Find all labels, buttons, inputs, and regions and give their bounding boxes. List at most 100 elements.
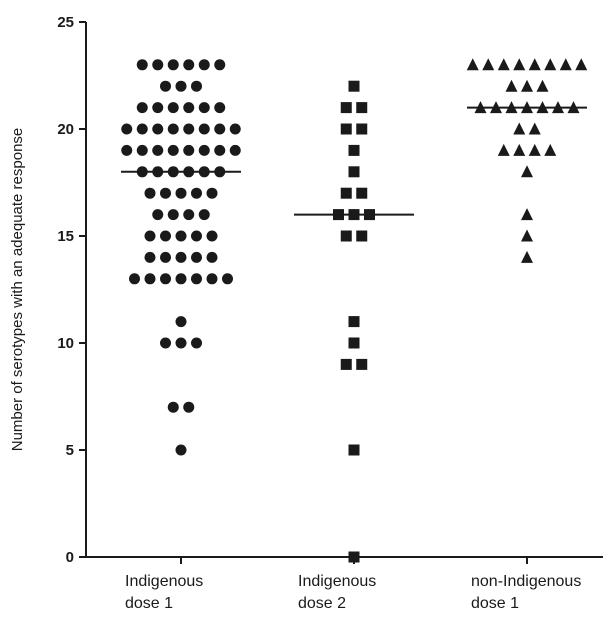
data-point-circle: [191, 80, 202, 92]
data-point-square: [348, 166, 360, 178]
data-point-square: [348, 316, 360, 328]
data-point-triangle: [521, 208, 533, 221]
x-category-label-line: dose 1: [471, 595, 519, 612]
data-point-circle: [160, 337, 171, 349]
data-point-square: [356, 230, 368, 242]
data-point-circle: [198, 144, 210, 156]
data-point-square: [356, 102, 368, 114]
data-point-circle: [160, 80, 171, 92]
x-category-label-line: dose 2: [298, 595, 346, 612]
data-point-circle: [144, 230, 156, 242]
data-point-circle: [191, 187, 202, 199]
data-point-square: [356, 358, 368, 370]
data-point-square: [348, 337, 360, 349]
data-point-circle: [152, 123, 164, 135]
data-point-triangle: [559, 58, 572, 71]
data-point-circle: [198, 123, 210, 135]
data-point-square: [340, 123, 352, 135]
y-tick-label: 5: [66, 442, 74, 459]
data-point-circle: [175, 316, 187, 328]
data-point-circle: [144, 187, 156, 199]
data-point-triangle: [544, 143, 557, 156]
data-point-triangle: [513, 58, 526, 71]
data-point-circle: [183, 209, 195, 221]
data-point-circle: [214, 59, 226, 71]
data-point-triangle: [497, 143, 510, 156]
data-point-square: [340, 102, 352, 114]
data-point-circle: [183, 102, 195, 114]
data-point-circle: [229, 123, 241, 135]
data-point-circle: [214, 102, 226, 114]
x-category-label: non-Indigenous dose 1: [471, 573, 581, 612]
data-point-circle: [191, 273, 202, 285]
data-point-circle: [136, 102, 148, 114]
data-point-square: [348, 80, 360, 92]
data-point-square: [348, 551, 360, 563]
data-point-circle: [222, 273, 233, 285]
data-point-circle: [121, 123, 133, 135]
data-point-square: [340, 230, 352, 242]
data-point-circle: [167, 209, 179, 221]
x-category-label-line: Indigenous: [298, 573, 376, 590]
data-point-triangle: [482, 58, 495, 71]
data-point-circle: [175, 80, 187, 92]
data-point-circle: [175, 187, 187, 199]
data-point-circle: [175, 230, 187, 242]
data-point-circle: [191, 251, 202, 263]
data-point-triangle: [497, 58, 510, 71]
x-category-label: Indigenous dose 1: [125, 573, 203, 612]
data-point-triangle: [528, 122, 541, 135]
data-point-triangle: [521, 79, 533, 92]
data-point-square: [340, 358, 352, 370]
y-ticks: 0 5 10 15 20 25: [57, 14, 86, 566]
data-point-circle: [167, 102, 179, 114]
data-point-circle: [144, 273, 156, 285]
data-point-circle: [206, 251, 218, 263]
data-point-triangle: [513, 122, 526, 135]
data-point-circle: [167, 59, 179, 71]
data-point-triangle: [528, 143, 541, 156]
data-point-triangle: [513, 143, 526, 156]
data-point-circle: [229, 144, 241, 156]
x-category-label: Indigenous dose 2: [298, 573, 376, 612]
data-point-circle: [214, 144, 226, 156]
data-point-triangle: [505, 79, 518, 92]
y-axis: 0 5 10 15 20 25: [57, 14, 87, 566]
y-tick-label: 25: [57, 14, 74, 31]
data-points: [121, 58, 588, 563]
data-point-circle: [191, 230, 202, 242]
data-point-circle: [136, 123, 148, 135]
data-point-triangle: [575, 58, 588, 71]
data-point-circle: [198, 59, 210, 71]
y-tick-label: 0: [66, 549, 74, 566]
data-point-circle: [160, 273, 171, 285]
data-point-triangle: [544, 58, 557, 71]
data-point-circle: [191, 337, 202, 349]
data-point-circle: [160, 251, 171, 263]
data-point-circle: [206, 187, 218, 199]
data-point-triangle: [521, 165, 533, 178]
data-point-circle: [167, 401, 179, 413]
data-point-circle: [206, 273, 218, 285]
x-axis: Indigenous dose 1 Indigenous dose 2 non-Indi…: [86, 556, 603, 612]
data-point-circle: [167, 144, 179, 156]
data-point-circle: [129, 273, 140, 285]
data-point-circle: [152, 59, 164, 71]
x-category-label-line: dose 1: [125, 595, 173, 612]
data-point-circle: [214, 123, 226, 135]
data-point-square: [348, 144, 360, 156]
x-category-label-line: Indigenous: [125, 573, 203, 590]
data-point-circle: [136, 144, 148, 156]
data-point-circle: [152, 144, 164, 156]
data-point-circle: [183, 144, 195, 156]
data-point-circle: [175, 251, 187, 263]
data-point-circle: [206, 230, 218, 242]
data-point-circle: [121, 144, 133, 156]
data-point-circle: [175, 273, 187, 285]
data-point-triangle: [521, 229, 533, 242]
data-point-circle: [152, 102, 164, 114]
data-point-circle: [175, 337, 187, 349]
y-tick-label: 15: [57, 228, 74, 245]
y-tick-label: 20: [57, 121, 74, 138]
